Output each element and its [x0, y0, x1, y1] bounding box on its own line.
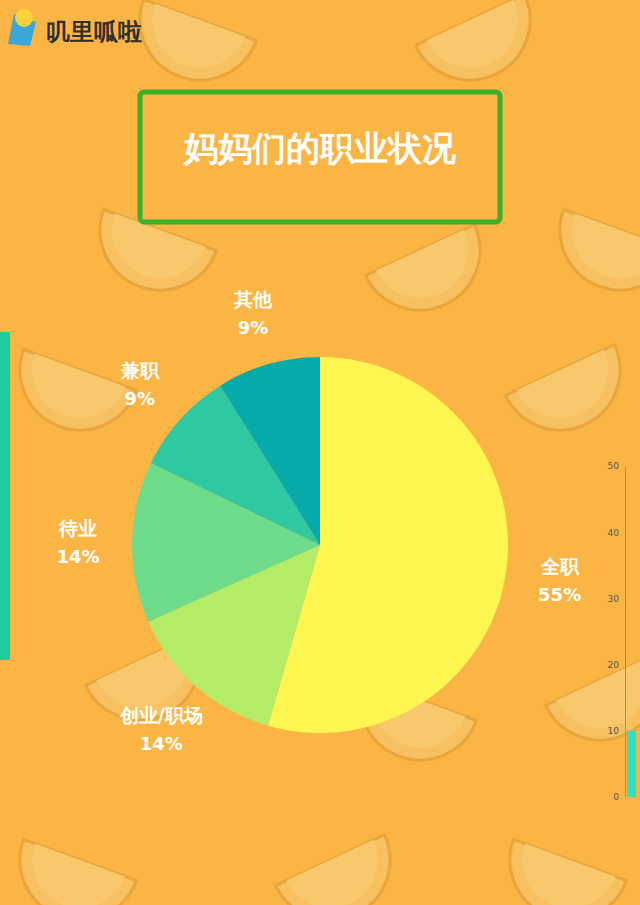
slice-label: 待业	[58, 517, 97, 539]
watermelon	[506, 345, 640, 450]
title: 妈妈们的职业状况	[182, 128, 457, 168]
logo-head	[15, 9, 33, 27]
tick: 30	[608, 594, 625, 604]
axis-line	[625, 467, 626, 798]
tick-label: 30	[608, 594, 620, 604]
watermelon-shape	[3, 349, 136, 446]
tick: 40	[608, 528, 625, 538]
canvas: 叽里呱啦妈妈们的职业状况全职 55% 创业/职场 14% 待业 14% 兼职 9% 其他 9% 0 1…	[0, 0, 640, 905]
tick-label: 20	[608, 660, 620, 670]
pie	[132, 357, 508, 733]
bars	[627, 731, 636, 797]
tick-label: 10	[608, 726, 620, 736]
tick: 10	[608, 726, 625, 736]
watermelon	[3, 839, 136, 905]
slice-value-label: 55%	[538, 584, 581, 605]
watermelon-shape	[506, 345, 640, 450]
tick: 50	[608, 461, 625, 471]
watermelon	[276, 835, 410, 905]
pie-labels: 全职 55% 创业/职场 14% 待业 14% 兼职 9% 其他 9%	[56, 288, 581, 753]
y-axis: 0 10 20 30 40 50	[608, 461, 626, 802]
watermelon-inner	[516, 350, 623, 434]
watermelon	[416, 0, 550, 100]
slice-value-label: 14%	[56, 546, 99, 567]
watermelon-inner	[138, 4, 245, 82]
watermelon-inner	[558, 214, 640, 292]
watermelon-shape	[123, 0, 256, 97]
slice-value-label: 9%	[125, 388, 156, 409]
watermelon	[123, 0, 256, 97]
slice-value-label: 9%	[238, 317, 269, 338]
watermelon-shape	[416, 0, 550, 100]
watermelon-shape	[543, 209, 640, 306]
watermelon-inner	[508, 844, 615, 905]
watermelon	[3, 349, 136, 446]
slice-label: 兼职	[120, 359, 160, 381]
tick-label: 40	[608, 528, 620, 538]
side-stripe	[0, 332, 10, 660]
watermelon	[543, 209, 640, 306]
tick: 20	[608, 660, 625, 670]
background	[0, 0, 640, 905]
watermelon-inner	[98, 214, 205, 292]
tick: 0	[613, 792, 625, 802]
watermelon-inner	[426, 0, 533, 84]
watermelon	[366, 225, 500, 330]
watermelon-inner	[286, 840, 393, 905]
watermelon	[493, 839, 626, 905]
tick-label: 0	[613, 792, 619, 802]
decoration	[3, 0, 640, 905]
slice-label: 全职	[540, 555, 580, 577]
pie-slice	[220, 357, 320, 545]
watermelon-shape	[366, 225, 500, 330]
slice-label: 创业/职场	[119, 704, 203, 726]
brand: 叽里呱啦	[46, 18, 142, 46]
watermelon-inner	[18, 844, 125, 905]
watermelon-shape	[493, 839, 626, 905]
watermelon-shape	[3, 839, 136, 905]
tick-label: 50	[608, 461, 620, 471]
slice-label: 其他	[233, 288, 273, 310]
bar	[627, 731, 636, 797]
watermelon-shape	[276, 835, 410, 905]
watermelon-inner	[18, 354, 125, 432]
watermelon-inner	[376, 230, 483, 314]
slice-value-label: 14%	[140, 733, 183, 754]
logo-icon	[8, 9, 36, 46]
title-box	[140, 92, 500, 222]
